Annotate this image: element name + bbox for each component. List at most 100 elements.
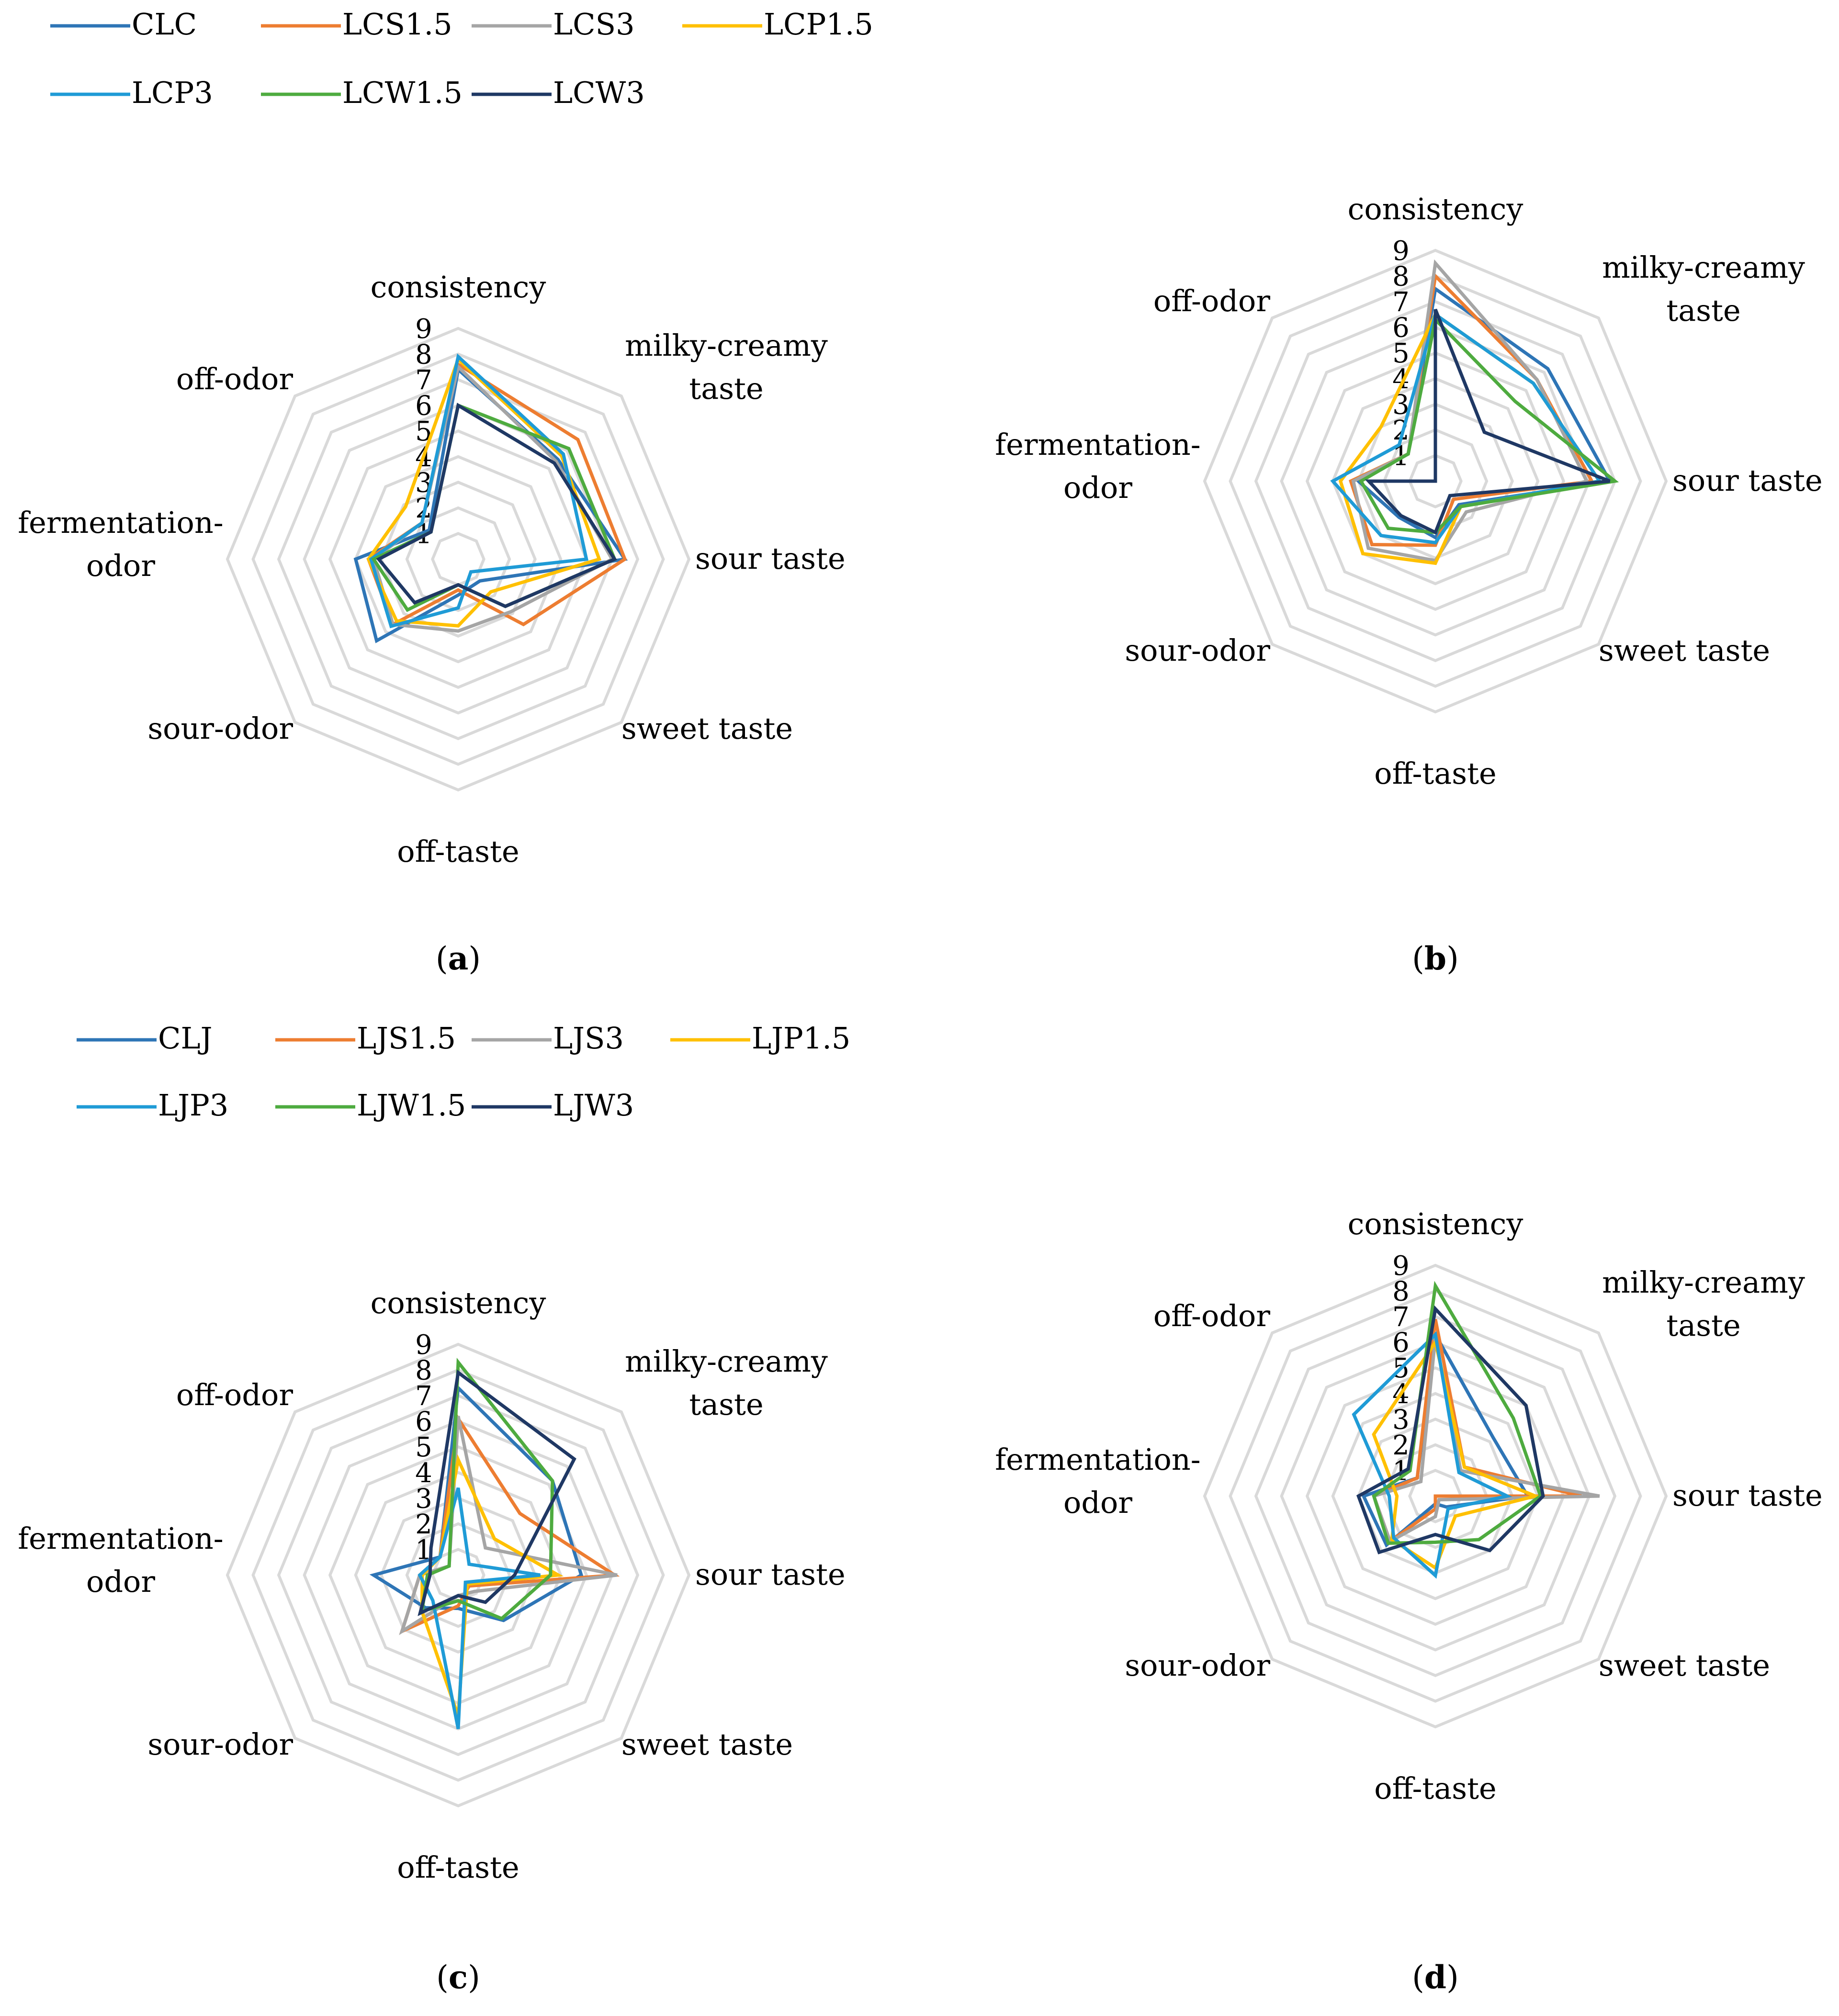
series-lcw3-line <box>1356 1305 1545 1554</box>
grid-ring <box>1408 454 1463 508</box>
axis-label-sour-odor: sour-odor <box>1125 633 1270 668</box>
tick-label: 6 <box>415 391 432 422</box>
legend-label-lcs1-5: LCS1.5 <box>342 7 452 42</box>
tick-label: 9 <box>1392 236 1410 267</box>
grid-ring <box>431 532 485 586</box>
grid-ring <box>303 404 614 715</box>
legend-label-ljp3: LJP3 <box>158 1088 228 1123</box>
tick-label: 9 <box>415 1329 432 1361</box>
axis-label-off-taste: off-taste <box>1374 756 1496 791</box>
legend-1: CLC LCS1.5 LCS3 LCP1.5 LCP3 LCW1.5 LCW3 <box>50 7 873 110</box>
axis-label-consistency: consistency <box>1348 1206 1523 1241</box>
series-lcw3-line <box>376 403 617 608</box>
tick-label: 2 <box>415 1509 432 1540</box>
grid-ring <box>328 429 588 689</box>
series-lcp1-5-line <box>366 356 602 628</box>
grid-ring <box>1331 377 1540 586</box>
tick-label: 3 <box>1392 1404 1410 1435</box>
series-lcp3-line <box>1330 312 1602 545</box>
axis-label-off-odor: off-odor <box>176 1377 293 1412</box>
axis-label-consistency: consistency <box>1348 191 1523 226</box>
panel-caption: (b) <box>1412 940 1459 977</box>
grid-ring <box>1254 1315 1617 1678</box>
axis-label-sour-taste: sour taste <box>695 541 846 576</box>
legend-label-lcs3: LCS3 <box>553 7 635 42</box>
legend-label-lcw1-5: LCW1.5 <box>342 75 463 110</box>
axis-label-consistency: consistency <box>371 1285 546 1320</box>
grid-ring <box>1305 1366 1566 1626</box>
tick-label: 7 <box>1392 287 1410 318</box>
tick-label: 9 <box>415 314 432 345</box>
tick-label: 6 <box>1392 1328 1410 1359</box>
grid-ring <box>277 378 640 741</box>
grid-ring <box>1280 326 1591 637</box>
legend-label-lcp3: LCP3 <box>132 75 213 110</box>
tick-label: 4 <box>1392 364 1410 395</box>
axis-label-off-taste: off-taste <box>397 834 519 869</box>
grid-ring <box>1280 1340 1591 1652</box>
grid-ring <box>1229 1289 1642 1703</box>
series-ljw3-line <box>417 1369 576 1616</box>
panel-caption: (c) <box>436 1959 480 1996</box>
axis-label-off-odor: off-odor <box>1153 1298 1270 1333</box>
legend-label-ljw1-5: LJW1.5 <box>357 1088 466 1123</box>
legend-label-ljp1-5: LJP1.5 <box>752 1021 850 1056</box>
tick-label: 8 <box>415 1355 432 1386</box>
series-clj-line <box>369 1384 584 1622</box>
tick-label: 7 <box>415 1381 432 1412</box>
panel-caption: (d) <box>1412 1959 1459 1996</box>
tick-label: 2 <box>1392 1430 1410 1461</box>
axis-label-milky-creamy-taste: milky-creamy taste <box>625 328 828 406</box>
axis-label-milky-creamy-taste: milky-creamy taste <box>1602 1265 1805 1343</box>
legend-2: CLJ LJS1.5 LJS3 LJP1.5 LJP3 LJW1.5 LJW3 <box>77 1021 850 1123</box>
legend-label-lcp1-5: LCP1.5 <box>764 7 873 42</box>
tick-label: 9 <box>1392 1250 1410 1282</box>
panel-caption-letter: c <box>449 1959 468 1996</box>
series-clc-line <box>353 366 628 643</box>
axis-label-off-taste: off-taste <box>1374 1771 1496 1806</box>
tick-label: 4 <box>415 1458 432 1489</box>
tick-label: 8 <box>1392 1276 1410 1307</box>
series-ljw1-5-line <box>420 1358 554 1621</box>
axis-label-fermentation-odor: fermentation-odor <box>995 427 1201 505</box>
grid-ring <box>226 1342 691 1808</box>
axis-label-off-taste: off-taste <box>397 1850 519 1885</box>
tick-label: 6 <box>415 1407 432 1438</box>
series-lcw1-5-line <box>1372 1281 1543 1545</box>
tick-label: 6 <box>1392 313 1410 344</box>
axis-label-fermentation-odor: fermentation-odor <box>18 1521 224 1599</box>
grid-ring <box>1203 248 1668 714</box>
grid-ring <box>251 352 665 766</box>
axis-label-sour-taste: sour taste <box>1672 1478 1823 1513</box>
axis-label-sweet-taste: sweet taste <box>1599 633 1770 668</box>
series-lcs3-line <box>1371 1337 1600 1544</box>
grid-ring <box>226 327 691 792</box>
axis-label-off-odor: off-odor <box>1153 283 1270 318</box>
grid-ring <box>380 1497 537 1654</box>
legend-label-ljw3: LJW3 <box>553 1088 634 1123</box>
grid-ring <box>1254 300 1617 663</box>
axis-label-sweet-taste: sweet taste <box>1599 1648 1770 1683</box>
axis-label-sweet-taste: sweet taste <box>621 711 793 746</box>
axis-label-milky-creamy-taste: milky-creamy taste <box>1602 250 1805 328</box>
axis-label-sour-odor: sour-odor <box>1125 1648 1270 1683</box>
panel-caption-letter: b <box>1424 940 1446 977</box>
grid-ring <box>354 455 563 664</box>
tick-label: 5 <box>415 1432 432 1463</box>
grid-ring <box>251 1368 665 1782</box>
tick-label: 8 <box>1392 261 1410 293</box>
axis-label-sour-odor: sour-odor <box>147 711 293 746</box>
legend-label-lcw3: LCW3 <box>553 75 645 110</box>
axis-label-milky-creamy-taste: milky-creamy taste <box>625 1344 828 1422</box>
series-ljp3-line <box>417 1487 541 1729</box>
panel-caption-letter: a <box>448 940 469 977</box>
axis-label-sour-odor: sour-odor <box>147 1727 293 1762</box>
series-lcp3-line <box>1352 1331 1512 1579</box>
axis-label-consistency: consistency <box>371 270 546 304</box>
axis-label-fermentation-odor: fermentation-odor <box>18 505 224 583</box>
legend-label-ljs1-5: LJS1.5 <box>357 1021 456 1056</box>
